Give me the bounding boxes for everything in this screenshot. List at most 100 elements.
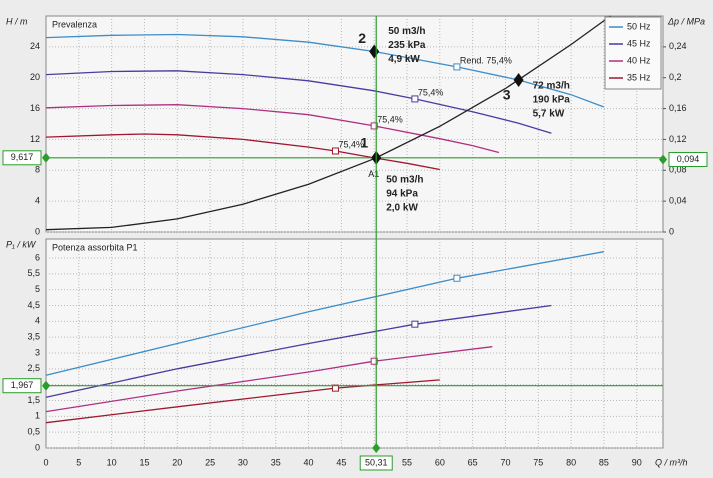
y-tick-label: 1,5 — [27, 395, 40, 405]
legend-label: 50 Hz — [627, 21, 651, 31]
x-tick-label: 0 — [43, 457, 48, 467]
x-tick-label: 25 — [205, 457, 215, 467]
y-tick-label: 24 — [30, 41, 40, 51]
y2-tick-label: 0,12 — [669, 134, 687, 144]
y-tick-label: 20 — [30, 72, 40, 82]
curve — [45, 379, 440, 424]
op-point-label: A1 — [368, 169, 379, 179]
efficiency-marker — [370, 357, 378, 365]
efficiency-marker — [453, 274, 461, 282]
x-tick-label: 5 — [76, 457, 81, 467]
legend-label: 45 Hz — [627, 38, 651, 48]
y2-axis-label: Δp / MPa — [667, 16, 705, 26]
y-tick-label: 0,5 — [27, 427, 40, 437]
duty-point-text: 72 m3/h — [533, 81, 570, 92]
legend-label: 35 Hz — [627, 72, 651, 82]
y-tick-label: 3 — [35, 347, 40, 357]
efficiency-label: 75,4% — [418, 87, 444, 97]
duty-point-text: 94 kPa — [386, 188, 418, 199]
chart-title: Potenza assorbita P1 — [52, 242, 138, 252]
y-tick-label: 6 — [35, 252, 40, 262]
x-axis-label: Q / m³/h — [655, 457, 688, 467]
x-tick-label: 90 — [632, 457, 642, 467]
y-tick-label: 0 — [35, 226, 40, 236]
duty-point-text: 50 m3/h — [386, 174, 423, 185]
op-label: 0,094 — [677, 154, 700, 164]
y-tick-label: 1 — [35, 411, 40, 421]
y-tick-label: 5,5 — [27, 268, 40, 278]
y-tick-label: 3,5 — [27, 332, 40, 342]
x-tick-label: 10 — [107, 457, 117, 467]
efficiency-marker — [411, 320, 419, 328]
op-label: 1,967 — [11, 380, 34, 390]
y-axis-label: H / m — [6, 16, 28, 26]
duty-point-number: 2 — [358, 30, 366, 46]
plot-area — [45, 238, 664, 449]
y2-tick-label: 0 — [669, 226, 674, 236]
efficiency-label: 75,4% — [377, 114, 403, 124]
y-tick-label: 12 — [30, 134, 40, 144]
chart-title: Prevalenza — [52, 19, 97, 29]
op-label-box — [2, 378, 42, 394]
x-tick-label: 60 — [435, 457, 445, 467]
x-tick-label: 15 — [139, 457, 149, 467]
y-tick-label: 8 — [35, 165, 40, 175]
op-label-box — [2, 150, 42, 166]
x-tick-label: 55 — [402, 457, 412, 467]
y-tick-label: 4 — [35, 316, 40, 326]
y-axis-label: P₁ / kW — [6, 239, 37, 249]
op-label: 9,617 — [11, 152, 34, 162]
x-tick-label: 30 — [238, 457, 248, 467]
op-label-box — [359, 455, 393, 471]
op-label-box — [668, 151, 708, 167]
y2-tick-label: 0,04 — [669, 196, 687, 206]
curve — [45, 346, 493, 413]
efficiency-marker — [370, 122, 378, 130]
op-diamond — [42, 152, 50, 163]
y2-tick-label: 0,24 — [669, 41, 687, 51]
y-tick-label: 4 — [35, 196, 40, 206]
x-tick-label: 45 — [336, 457, 346, 467]
x-tick-label: 85 — [599, 457, 609, 467]
y-tick-label: 2,5 — [27, 363, 40, 373]
curve — [45, 70, 552, 134]
efficiency-label: 75,4% — [338, 139, 364, 149]
op-diamond — [659, 154, 667, 165]
duty-point-text: 5,7 kW — [533, 109, 565, 120]
y2-tick-label: 0,2 — [669, 72, 682, 82]
curve — [45, 15, 611, 231]
x-tick-label: 70 — [500, 457, 510, 467]
duty-point — [513, 73, 524, 88]
op-label: 50,31 — [365, 457, 388, 467]
y-tick-label: 5 — [35, 284, 40, 294]
op-diamond — [42, 380, 50, 391]
y2-tick-label: 0,08 — [669, 165, 687, 175]
duty-point-text: 50 m3/h — [388, 26, 425, 37]
efficiency-label: Rend. 75,4% — [460, 55, 512, 65]
duty-point-text: 2,0 kW — [386, 202, 418, 213]
curve — [45, 304, 552, 398]
efficiency-marker — [411, 95, 419, 103]
duty-point-text: 4,9 kW — [388, 54, 420, 65]
duty-point-text: 190 kPa — [533, 95, 571, 106]
efficiency-marker — [453, 63, 461, 71]
duty-point-number: 1 — [360, 135, 368, 151]
y-tick-label: 4,5 — [27, 300, 40, 310]
y-tick-label: 0 — [35, 442, 40, 452]
x-tick-label: 75 — [533, 457, 543, 467]
op-diamond — [372, 443, 381, 453]
efficiency-marker — [331, 147, 339, 155]
x-tick-label: 35 — [271, 457, 281, 467]
y2-tick-label: 0,16 — [669, 103, 687, 113]
curve — [45, 104, 500, 154]
x-tick-label: 80 — [566, 457, 576, 467]
duty-point-text: 235 kPa — [388, 40, 426, 51]
curve — [45, 133, 440, 171]
y-tick-label: 16 — [30, 103, 40, 113]
legend-box — [604, 16, 662, 90]
x-tick-label: 20 — [172, 457, 182, 467]
legend-label: 40 Hz — [627, 55, 651, 65]
x-tick-label: 65 — [468, 457, 478, 467]
x-tick-label: 40 — [304, 457, 314, 467]
